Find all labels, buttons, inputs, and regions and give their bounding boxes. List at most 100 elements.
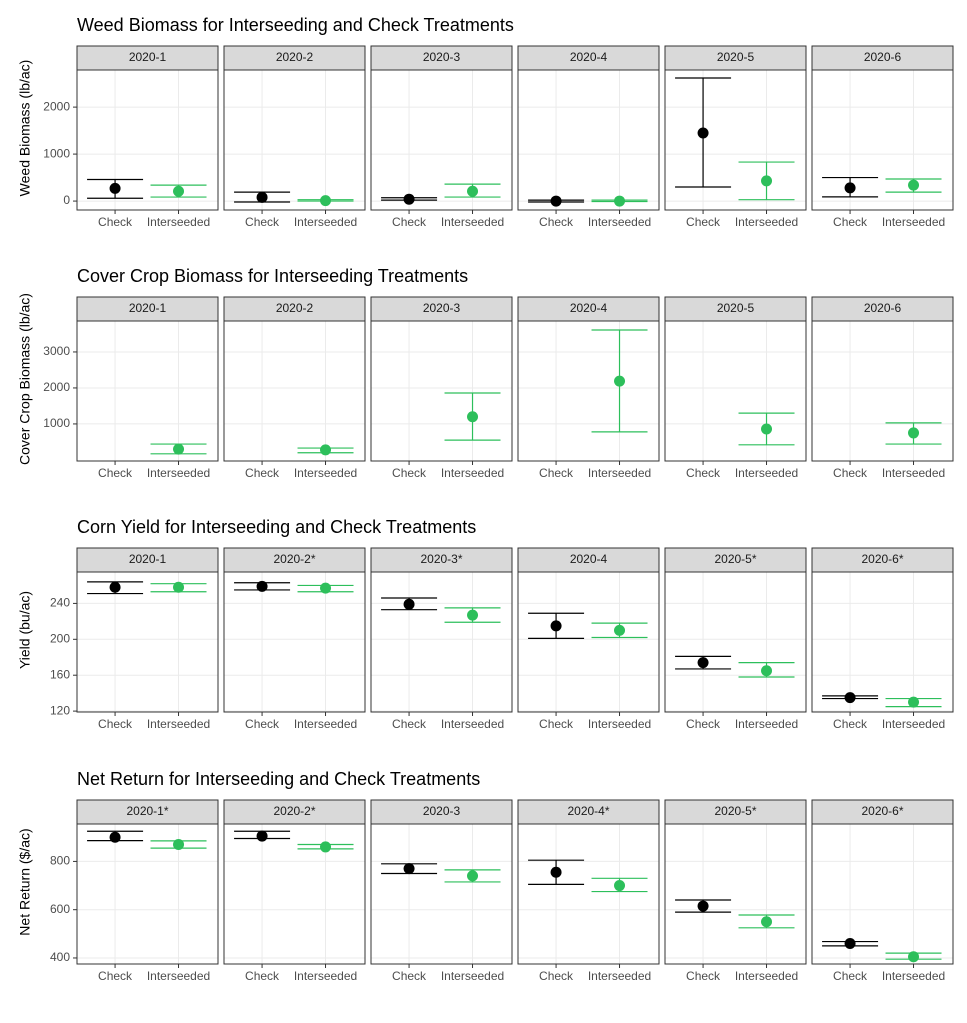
strip-label: 2020-5* [714, 552, 756, 566]
x-tick-label: Check [686, 717, 721, 731]
x-tick-label: Check [392, 969, 427, 983]
point [173, 839, 185, 851]
strip [76, 547, 219, 573]
x-tick-label: Interseeded [882, 969, 945, 983]
plot-background [518, 572, 659, 712]
x-tick-label: Interseeded [735, 466, 798, 480]
panel-border [664, 69, 807, 211]
point [844, 692, 856, 704]
point [467, 411, 479, 423]
x-tick-label: Interseeded [588, 969, 651, 983]
plot-background [812, 824, 953, 964]
strip [76, 45, 219, 71]
y-tick-label: 200 [50, 631, 70, 645]
panel-border [517, 571, 660, 713]
y-tick-label: 600 [50, 902, 70, 916]
panel-border [517, 69, 660, 211]
panel-border [811, 823, 954, 965]
plot-background [224, 824, 365, 964]
panel-border [811, 69, 954, 211]
plot-background [371, 572, 512, 712]
plot-background [77, 70, 218, 210]
panel-border [76, 823, 219, 965]
x-tick-label: Check [392, 215, 427, 229]
plot-background [812, 70, 953, 210]
panel-border [370, 571, 513, 713]
point [697, 657, 709, 669]
panel-border [664, 320, 807, 462]
strip-label: 2020-5 [717, 301, 755, 315]
plot-background [665, 572, 806, 712]
strip [370, 547, 513, 573]
point [403, 598, 415, 610]
point [403, 193, 415, 205]
point [908, 951, 920, 963]
x-tick-label: Check [833, 717, 868, 731]
plot-background [518, 321, 659, 461]
x-tick-label: Interseeded [588, 717, 651, 731]
point [908, 696, 920, 708]
x-tick-label: Check [833, 215, 868, 229]
point [403, 863, 415, 875]
x-tick-label: Interseeded [735, 717, 798, 731]
x-tick-label: Check [98, 969, 133, 983]
x-tick-label: Check [245, 969, 280, 983]
strip [370, 45, 513, 71]
strip-label: 2020-2* [273, 804, 315, 818]
x-tick-label: Check [98, 215, 133, 229]
panel-border [811, 320, 954, 462]
point [761, 423, 773, 435]
strip-label: 2020-6* [861, 552, 903, 566]
strip-label: 2020-2* [273, 552, 315, 566]
plot-background [77, 572, 218, 712]
point [467, 609, 479, 621]
x-tick-label: Interseeded [588, 215, 651, 229]
strip-label: 2020-3 [423, 50, 461, 64]
panel-border [370, 823, 513, 965]
x-tick-label: Interseeded [294, 717, 357, 731]
y-tick-label: 2000 [43, 99, 70, 113]
strip-label: 2020-4* [567, 804, 609, 818]
x-tick-label: Check [245, 466, 280, 480]
plot-background [77, 824, 218, 964]
strip [223, 296, 366, 322]
x-tick-label: Interseeded [882, 215, 945, 229]
strip-label: 2020-5 [717, 50, 755, 64]
strip [76, 296, 219, 322]
panel-border [517, 320, 660, 462]
strip-label: 2020-4 [570, 301, 608, 315]
y-axis-label: Cover Crop Biomass (lb/ac) [17, 293, 33, 465]
point [256, 191, 268, 203]
strip-label: 2020-3 [423, 301, 461, 315]
strip-label: 2020-2 [276, 301, 314, 315]
panel-border [370, 320, 513, 462]
plot-background [77, 321, 218, 461]
y-axis-label: Weed Biomass (lb/ac) [17, 60, 33, 197]
point [614, 880, 626, 892]
strip [664, 799, 807, 825]
x-tick-label: Interseeded [294, 969, 357, 983]
panel-border [223, 69, 366, 211]
point [320, 444, 332, 456]
point [550, 195, 562, 207]
x-tick-label: Check [539, 969, 574, 983]
x-tick-label: Check [833, 466, 868, 480]
y-tick-label: 400 [50, 950, 70, 964]
y-tick-label: 1000 [43, 416, 70, 430]
point [614, 195, 626, 207]
point [109, 581, 121, 593]
strip [517, 799, 660, 825]
point [550, 866, 562, 878]
y-tick-label: 1000 [43, 146, 70, 160]
y-tick-label: 240 [50, 596, 70, 610]
y-axis-label: Net Return ($/ac) [17, 828, 33, 935]
panel-border [370, 69, 513, 211]
point [614, 375, 626, 387]
y-tick-label: 160 [50, 667, 70, 681]
strip-label: 2020-4 [570, 50, 608, 64]
x-tick-label: Interseeded [588, 466, 651, 480]
strip-label: 2020-3 [423, 804, 461, 818]
y-tick-label: 800 [50, 854, 70, 868]
x-tick-label: Interseeded [882, 466, 945, 480]
panel-border [517, 823, 660, 965]
